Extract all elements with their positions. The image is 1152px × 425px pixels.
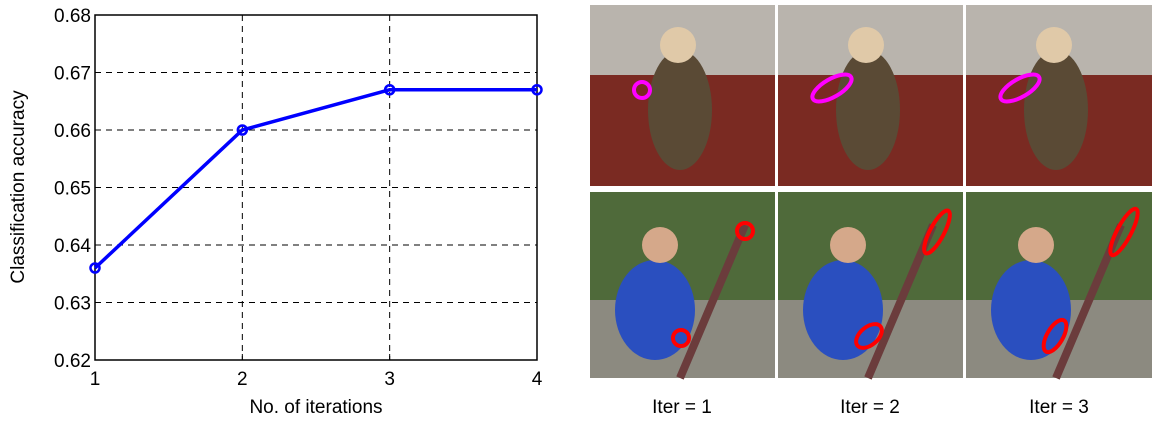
x-tick-label: 1 (90, 369, 101, 390)
y-tick-label: 0.65 (54, 179, 91, 200)
image-caption: Iter = 3 (1029, 397, 1089, 418)
image-caption: Iter = 2 (840, 397, 900, 418)
data-line (93, 88, 537, 270)
x-axis-label: No. of iterations (249, 397, 382, 418)
photo (778, 5, 963, 186)
image-caption: Iter = 1 (652, 397, 712, 418)
x-tick-label: 4 (532, 369, 543, 390)
data-point (236, 124, 249, 136)
y-axis-label: Classification accuracy (8, 90, 29, 284)
photo (590, 5, 775, 186)
data-point (89, 262, 101, 274)
photo (590, 192, 775, 380)
y-tick-label: 0.66 (54, 121, 91, 142)
y-tick-label: 0.63 (54, 294, 91, 315)
plot-frame (94, 14, 538, 361)
data-point (383, 84, 396, 96)
image-grid (590, 5, 1152, 380)
photo (966, 5, 1152, 186)
photo (966, 192, 1152, 380)
y-tick-label: 0.67 (54, 64, 91, 85)
x-tick-label: 2 (237, 369, 248, 390)
x-tick-label: 3 (384, 369, 395, 390)
data-point (531, 84, 543, 96)
y-tick-label: 0.62 (54, 351, 91, 372)
photo (778, 192, 963, 380)
y-tick-label: 0.68 (54, 6, 91, 27)
y-tick-label: 0.64 (54, 236, 91, 257)
